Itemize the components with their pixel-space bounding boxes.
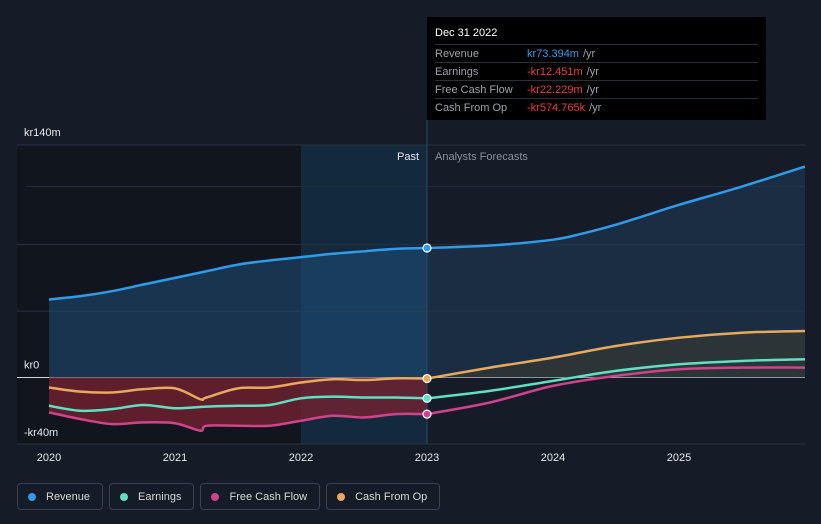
cash-from-op-area [427, 331, 805, 379]
x-tick-label: 2022 [289, 452, 313, 464]
cash-from-op-marker [422, 373, 432, 384]
tooltip-label: Free Cash Flow [435, 83, 513, 96]
x-tick-label: 2025 [667, 452, 691, 464]
forecast-label: Analysts Forecasts [435, 151, 528, 163]
earnings-line-past [48, 395, 428, 413]
revenue-area-past [49, 247, 427, 378]
legend-label: Earnings [138, 490, 182, 503]
legend-dot-icon [120, 492, 129, 501]
earnings-marker [422, 393, 432, 403]
free-cash-flow-line-past [48, 411, 428, 432]
tooltip-value: -kr574.765k [527, 101, 586, 114]
revenue-line-past [48, 246, 428, 301]
legend-label: Free Cash Flow [229, 490, 308, 503]
y-tick-label: kr140m [24, 127, 61, 139]
tooltip-label: Earnings [435, 65, 479, 78]
cash-from-op-line-past [48, 377, 428, 402]
legend-dot-icon [28, 492, 36, 501]
tooltip-unit: /yr [589, 101, 602, 114]
tooltip-date: Dec 31 2022 [435, 27, 498, 39]
earnings-line-forecast [426, 358, 806, 400]
x-tick-label: 2020 [37, 452, 61, 464]
legend-item-free-cash-flow[interactable]: Free Cash Flow [200, 483, 321, 510]
tooltip-value: kr73.394m [527, 47, 579, 60]
y-tick-label: kr0 [24, 360, 39, 372]
legend-item-earnings[interactable]: Earnings [109, 483, 195, 510]
cash-from-op-line-forecast [426, 329, 806, 380]
revenue-area-forecast [427, 166, 805, 378]
x-tick-label: 2021 [163, 452, 187, 464]
free-cash-flow-marker [422, 409, 432, 419]
tooltip-row-revenue: Revenue kr73.394m /yr [435, 44, 758, 62]
revenue-marker [422, 243, 432, 253]
legend-dot-icon [337, 492, 346, 501]
tooltip-unit: /yr [586, 83, 599, 96]
past-label: Past [397, 151, 419, 163]
x-tick-label: 2024 [541, 452, 565, 464]
tooltip-value: -kr22.229m [527, 83, 583, 96]
tooltip-unit: /yr [582, 47, 596, 60]
legend-dot-icon [211, 492, 220, 501]
legend-item-cash-from-op[interactable]: Cash From Op [326, 483, 441, 510]
tooltip-label: Cash From Op [435, 101, 508, 114]
chart-legend: Revenue Earnings Free Cash Flow Cash Fro… [17, 483, 441, 510]
x-tick-label: 2023 [415, 452, 439, 464]
y-tick-label: -kr40m [24, 427, 58, 439]
tooltip-value: -kr12.451m [527, 65, 583, 78]
tooltip-row-cash-from-op: Cash From Op -kr574.765k /yr [435, 98, 758, 116]
tooltip-unit: /yr [586, 65, 599, 78]
legend-item-revenue[interactable]: Revenue [17, 483, 104, 510]
tooltip-row-earnings: Earnings -kr12.451m /yr [435, 62, 758, 80]
tooltip-label: Revenue [435, 47, 480, 60]
tooltip: Dec 31 2022 Revenue kr73.394m /yr Earnin… [427, 17, 766, 120]
negative-area [49, 377, 427, 431]
free-cash-flow-line-forecast [426, 366, 806, 416]
revenue-line-forecast [426, 165, 806, 250]
legend-label: Revenue [46, 490, 91, 503]
legend-label: Cash From Op [355, 490, 428, 503]
tooltip-row-free-cash-flow: Free Cash Flow -kr22.229m /yr [435, 80, 758, 98]
